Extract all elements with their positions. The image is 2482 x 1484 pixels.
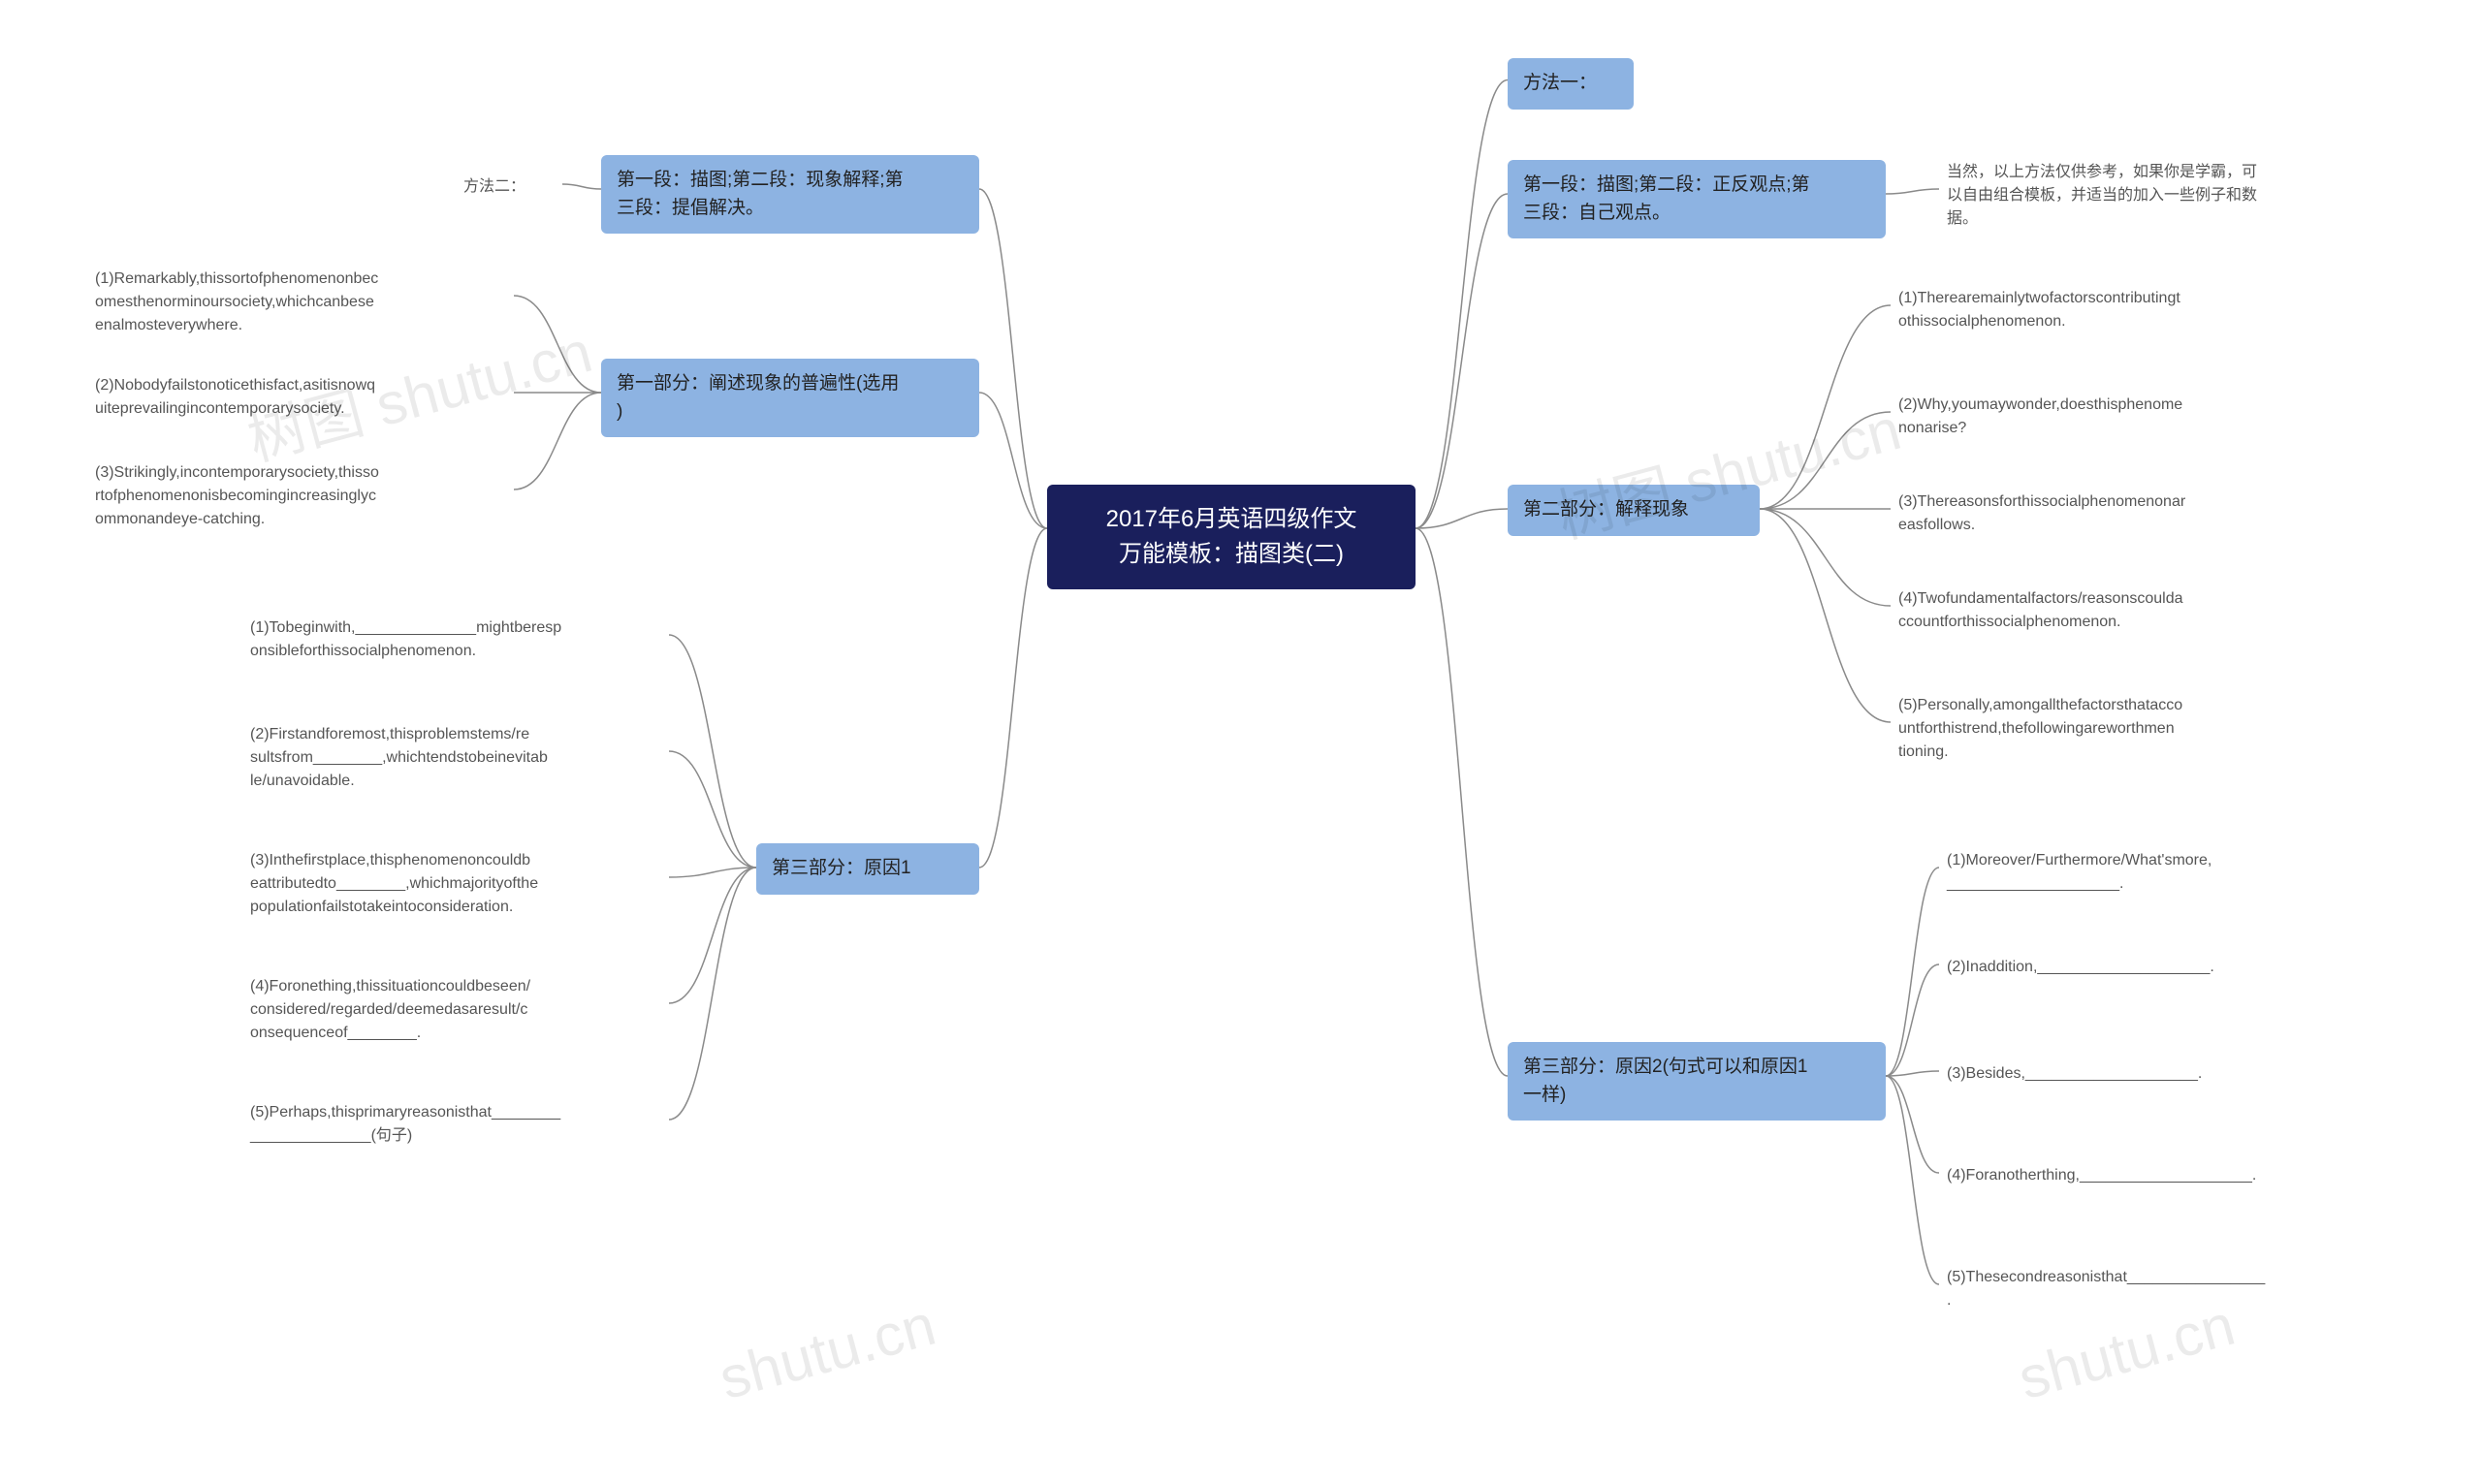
leaf-node: 方法二： — [456, 170, 562, 205]
branch-node: 第三部分：原因1 — [756, 843, 979, 895]
branch-node: 第一部分：阐述现象的普遍性(选用) — [601, 359, 979, 437]
leaf-node: (3)Strikingly,incontemporarysociety,this… — [87, 456, 514, 537]
leaf-node: (4)Twofundamentalfactors/reasonscouldacc… — [1891, 582, 2317, 640]
leaf-node: (1)Moreover/Furthermore/What'smore,_____… — [1939, 843, 2366, 901]
branch-node: 第一段：描图;第二段：现象解释;第三段：提倡解决。 — [601, 155, 979, 234]
leaf-node: (2)Inaddition,____________________. — [1939, 950, 2366, 985]
leaf-node: (2)Nobodyfailstonoticethisfact,asitisnow… — [87, 368, 514, 426]
leaf-node: (3)Thereasonsforthissocialphenomenonarea… — [1891, 485, 2317, 543]
branch-node: 第三部分：原因2(句式可以和原因1一样) — [1508, 1042, 1886, 1121]
leaf-node: (3)Inthefirstplace,thisphenomenoncouldbe… — [242, 843, 669, 925]
leaf-node: (4)Foranotherthing,____________________. — [1939, 1158, 2366, 1193]
leaf-node: (5)Perhaps,thisprimaryreasonisthat______… — [242, 1095, 669, 1153]
branch-node: 方法一： — [1508, 58, 1634, 110]
leaf-node: (1)Tobeginwith,______________mightberesp… — [242, 611, 669, 669]
leaf-node: (2)Firstandforemost,thisproblemstems/res… — [242, 717, 669, 799]
leaf-node: 当然，以上方法仅供参考，如果你是学霸，可以自由组合模板，并适当的加入一些例子和数… — [1939, 155, 2385, 237]
leaf-node: (5)Thesecondreasonisthat________________… — [1939, 1260, 2366, 1318]
leaf-node: (3)Besides,____________________. — [1939, 1057, 2366, 1091]
branch-node: 第一段：描图;第二段：正反观点;第三段：自己观点。 — [1508, 160, 1886, 238]
leaf-node: (2)Why,youmaywonder,doesthisphenomenonar… — [1891, 388, 2317, 446]
watermark: shutu.cn — [713, 1291, 942, 1412]
branch-node: 第二部分：解释现象 — [1508, 485, 1760, 536]
leaf-node: (1)Therearemainlytwofactorscontributingt… — [1891, 281, 2317, 339]
root-node: 2017年6月英语四级作文万能模板：描图类(二) — [1047, 485, 1416, 589]
leaf-node: (1)Remarkably,thissortofphenomenonbecome… — [87, 262, 514, 343]
leaf-node: (5)Personally,amongallthefactorsthatacco… — [1891, 688, 2317, 770]
leaf-node: (4)Foronething,thissituationcouldbeseen/… — [242, 969, 669, 1051]
